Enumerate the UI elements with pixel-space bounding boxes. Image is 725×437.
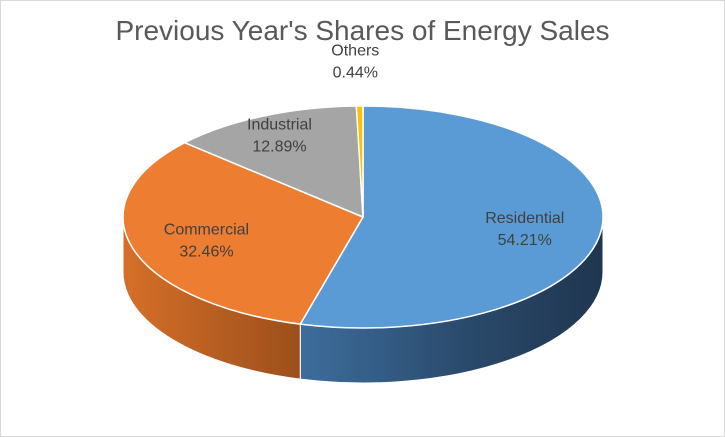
pie-slice-commercial <box>122 141 364 325</box>
data-label-others: Others 0.44% <box>331 42 379 81</box>
data-labels: Residential 54.21% Commercial 32.46% Industr… <box>164 42 565 260</box>
pie-slice-residential <box>299 105 604 329</box>
pie-slice-others <box>355 105 364 218</box>
data-label-industrial: Industrial 12.89% <box>247 116 312 155</box>
data-label-commercial: Commercial 32.46% <box>164 221 249 260</box>
pie-slices <box>122 105 604 329</box>
data-label-residential: Residential 54.21% <box>485 210 564 249</box>
pie-slice-industrial <box>183 105 364 218</box>
chart-title: Previous Year's Shares of Energy Sales <box>115 15 610 46</box>
